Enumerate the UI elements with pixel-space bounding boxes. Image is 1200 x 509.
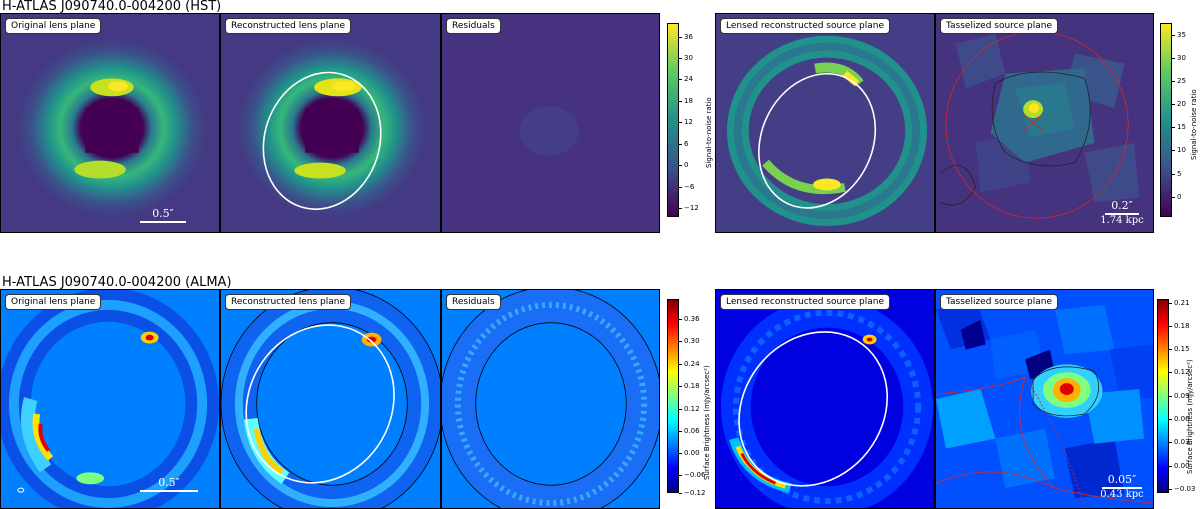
hst-reconstructed-lens-image	[221, 14, 440, 232]
alma-lensed-source-panel: Lensed reconstructed source plane	[715, 289, 935, 509]
alma-original-lens-panel: Original lens plane 0.5″	[0, 289, 220, 509]
alma-lens-cbar-tick: 0.00	[679, 449, 700, 457]
alma-lens-colorbar	[667, 299, 679, 493]
alma-residuals-label: Residuals	[446, 294, 501, 310]
hst-source-scale-bar-subtext: 1.74 kpc	[1100, 215, 1144, 226]
hst-reconstructed-lens-panel: Reconstructed lens plane	[220, 13, 441, 233]
hst-residuals-panel: Residuals	[441, 13, 660, 233]
hst-source-colorbar	[1160, 23, 1172, 217]
hst-lensed-source-panel: Lensed reconstructed source plane	[715, 13, 935, 233]
hst-lens-cbar-tick: 36	[679, 33, 693, 41]
alma-residuals-panel: Residuals	[441, 289, 660, 509]
alma-lens-cbar-tick: −0.12	[678, 489, 706, 497]
hst-lens-cbar-tick: −12	[679, 204, 699, 212]
alma-source-scale-bar-text: 0.05″	[1107, 473, 1137, 486]
hst-source-cbar-tick: 15	[1172, 123, 1186, 131]
hst-source-scale-bar-text: 0.2″	[1111, 199, 1133, 212]
alma-source-cbar-label: Surface Brightness (mJy/arcsec²)	[1186, 359, 1194, 474]
hst-source-scale-bar-line	[1105, 213, 1139, 215]
alma-reconstructed-lens-panel: Reconstructed lens plane	[220, 289, 441, 509]
hst-original-lens-label: Original lens plane	[5, 18, 102, 34]
hst-original-lens-panel: Original lens plane 0.5″	[0, 13, 220, 233]
hst-tasselized-source-image	[936, 14, 1153, 232]
alma-residuals-image	[442, 290, 659, 508]
hst-lens-cbar-tick: 24	[679, 75, 693, 83]
hst-source-cbar-tick: 10	[1172, 146, 1186, 154]
hst-reconstructed-lens-label: Reconstructed lens plane	[225, 18, 352, 34]
hst-lens-cbar-tick: −6	[678, 183, 695, 191]
hst-lens-cbar-tick: 30	[679, 54, 693, 62]
hst-residuals-image	[442, 14, 659, 232]
alma-source-critical-curve	[738, 331, 888, 487]
alma-lensed-source-image	[716, 290, 934, 508]
alma-lens-cbar-tick: 0.18	[679, 382, 700, 390]
alma-original-lens-image	[1, 290, 219, 508]
hst-source-cbar-tick: 0	[1171, 193, 1182, 201]
hst-source-critical-curve	[758, 72, 877, 209]
alma-source-cbar-tick: 0.03	[1169, 438, 1190, 446]
alma-source-scale-bar: 0.05″ 0.43 kpc	[1094, 473, 1150, 500]
hst-original-lens-image	[1, 14, 219, 232]
alma-lens-cbar-tick: 0.30	[679, 337, 700, 345]
alma-source-scale-bar-line	[1102, 487, 1142, 489]
alma-critical-curve	[245, 324, 395, 484]
alma-lens-cbar-tick: 0.12	[679, 405, 700, 413]
hst-row-title: H-ATLAS J090740.0-004200 (HST)	[2, 0, 222, 14]
alma-source-cbar-tick: 0.12	[1169, 368, 1190, 376]
alma-row-title: H-ATLAS J090740.0-004200 (ALMA)	[2, 275, 232, 290]
alma-scale-bar-line	[140, 490, 198, 492]
hst-lensed-source-image	[716, 14, 934, 232]
hst-lens-cbar-tick: 0	[678, 161, 689, 169]
alma-scale-bar: 0.5″	[139, 476, 199, 492]
alma-lens-cbar-tick: 0.36	[679, 315, 700, 323]
alma-scale-bar-text: 0.5″	[158, 476, 180, 489]
alma-tasselized-source-panel: Tasselized source plane 0.05″ 0.43 kpc	[935, 289, 1154, 509]
alma-source-cbar-tick: −0.03	[1168, 485, 1196, 493]
alma-source-cbar-tick: 0.06	[1169, 415, 1190, 423]
hst-lens-colorbar	[667, 23, 679, 217]
hst-lens-cbar-tick: 6	[678, 140, 689, 148]
alma-lens-cbar-tick: 0.24	[679, 360, 700, 368]
hst-scale-bar: 0.5″	[139, 207, 187, 223]
alma-source-cbar-tick: 0.09	[1169, 392, 1190, 400]
alma-source-colorbar	[1157, 299, 1169, 493]
alma-reconstructed-lens-image	[221, 290, 440, 508]
alma-lens-cbar-tick: 0.06	[679, 427, 700, 435]
hst-source-cbar-label: Signal-to-noise ratio	[1190, 89, 1198, 160]
hst-tasselized-source-panel: Tasselized source plane 0.2″ 1.74 kpc	[935, 13, 1154, 233]
alma-source-scale-bar-subtext: 0.43 kpc	[1100, 489, 1144, 500]
hst-residuals-label: Residuals	[446, 18, 501, 34]
alma-lens-cbar-label: Surface Brightness (mJy/arcsec²)	[703, 365, 711, 480]
alma-tasselized-source-image	[936, 290, 1153, 508]
alma-lensed-source-label: Lensed reconstructed source plane	[720, 294, 891, 310]
hst-critical-curve	[262, 71, 382, 210]
alma-source-cbar-tick: 0.15	[1169, 345, 1190, 353]
hst-source-cbar-tick: 5	[1171, 170, 1182, 178]
hst-source-cbar-tick: 20	[1172, 100, 1186, 108]
alma-tasselized-source-label: Tasselized source plane	[940, 294, 1058, 310]
alma-source-cbar-tick: 0.00	[1169, 462, 1190, 470]
alma-source-cbar-tick: 0.18	[1169, 322, 1190, 330]
hst-lensed-source-label: Lensed reconstructed source plane	[720, 18, 891, 34]
alma-lens-cbar-tick: −0.06	[678, 471, 706, 479]
hst-source-cbar-tick: 30	[1172, 54, 1186, 62]
hst-source-scale-bar: 0.2″ 1.74 kpc	[1096, 199, 1148, 226]
alma-source-cbar-tick: 0.21	[1169, 299, 1190, 307]
hst-lens-cbar-label: Signal-to-noise ratio	[705, 97, 713, 168]
hst-lens-cbar-tick: 18	[679, 97, 693, 105]
hst-scale-bar-text: 0.5″	[152, 207, 174, 220]
hst-tasselized-source-label: Tasselized source plane	[940, 18, 1058, 34]
hst-source-cbar-tick: 25	[1172, 77, 1186, 85]
hst-lens-cbar-tick: 12	[679, 118, 693, 126]
alma-original-lens-label: Original lens plane	[5, 294, 102, 310]
alma-reconstructed-lens-label: Reconstructed lens plane	[225, 294, 352, 310]
hst-scale-bar-line	[140, 221, 186, 223]
hst-source-cbar-tick: 35	[1172, 31, 1186, 39]
